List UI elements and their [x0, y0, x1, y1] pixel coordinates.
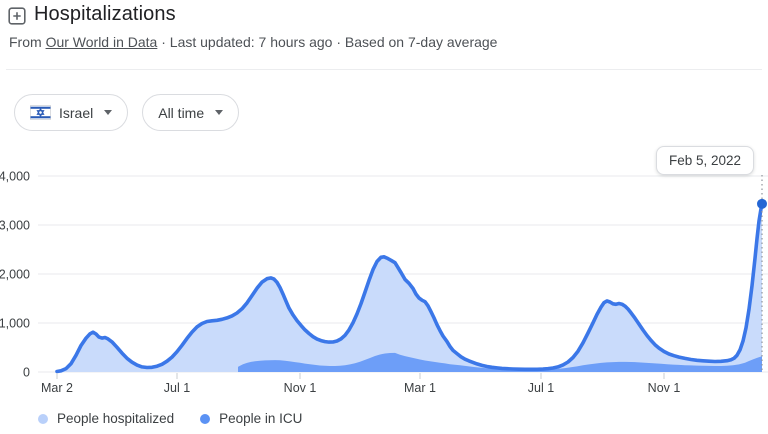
svg-text:Nov 1: Nov 1 [648, 381, 681, 395]
hospitalized-dot-icon [38, 413, 48, 424]
svg-text:3,000: 3,000 [0, 219, 30, 233]
svg-text:Jul 1: Jul 1 [164, 381, 190, 395]
legend-label-icu: People in ICU [219, 411, 303, 426]
filter-bar: Israel All time [14, 94, 240, 131]
svg-text:Nov 1: Nov 1 [284, 381, 317, 395]
israel-flag-icon [30, 105, 51, 120]
svg-text:2,000: 2,000 [0, 268, 30, 282]
chevron-down-icon [104, 110, 113, 115]
icu-dot-icon [200, 413, 211, 424]
source-line: From Our World in Data · Last updated: 7… [9, 34, 497, 50]
region-dropdown-label: Israel [59, 104, 94, 121]
region-dropdown[interactable]: Israel [14, 94, 129, 131]
source-prefix: From [9, 34, 42, 50]
hospitalizations-chart[interactable]: 0 1,000 2,000 3,000 4,000 Mar 2 Jul 1 Nov 1 Mar … [0, 138, 768, 400]
svg-text:0: 0 [23, 366, 30, 380]
page-title: Hospitalizations [34, 3, 176, 25]
time-range-dropdown[interactable]: All time [142, 94, 240, 131]
source-meta: · Last updated: 7 hours ago · Based on 7… [161, 34, 498, 50]
chevron-down-icon [215, 110, 224, 115]
chart-legend: People hospitalized People in ICU [38, 411, 302, 426]
svg-text:4,000: 4,000 [0, 170, 30, 184]
svg-text:1,000: 1,000 [0, 317, 30, 331]
svg-text:Mar 2: Mar 2 [41, 381, 73, 395]
header-divider [6, 69, 762, 70]
time-range-dropdown-label: All time [158, 104, 205, 121]
chart-tooltip: Feb 5, 2022 [656, 146, 755, 175]
source-link[interactable]: Our World in Data [45, 34, 158, 50]
svg-text:Mar 1: Mar 1 [404, 381, 436, 395]
add-box-icon [8, 7, 26, 25]
svg-text:Jul 1: Jul 1 [528, 381, 554, 395]
legend-label-hospitalized: People hospitalized [57, 411, 175, 426]
legend-item-icu: People in ICU [200, 411, 302, 426]
legend-item-hospitalized: People hospitalized [38, 411, 174, 426]
tooltip-date: Feb 5, 2022 [669, 153, 742, 168]
